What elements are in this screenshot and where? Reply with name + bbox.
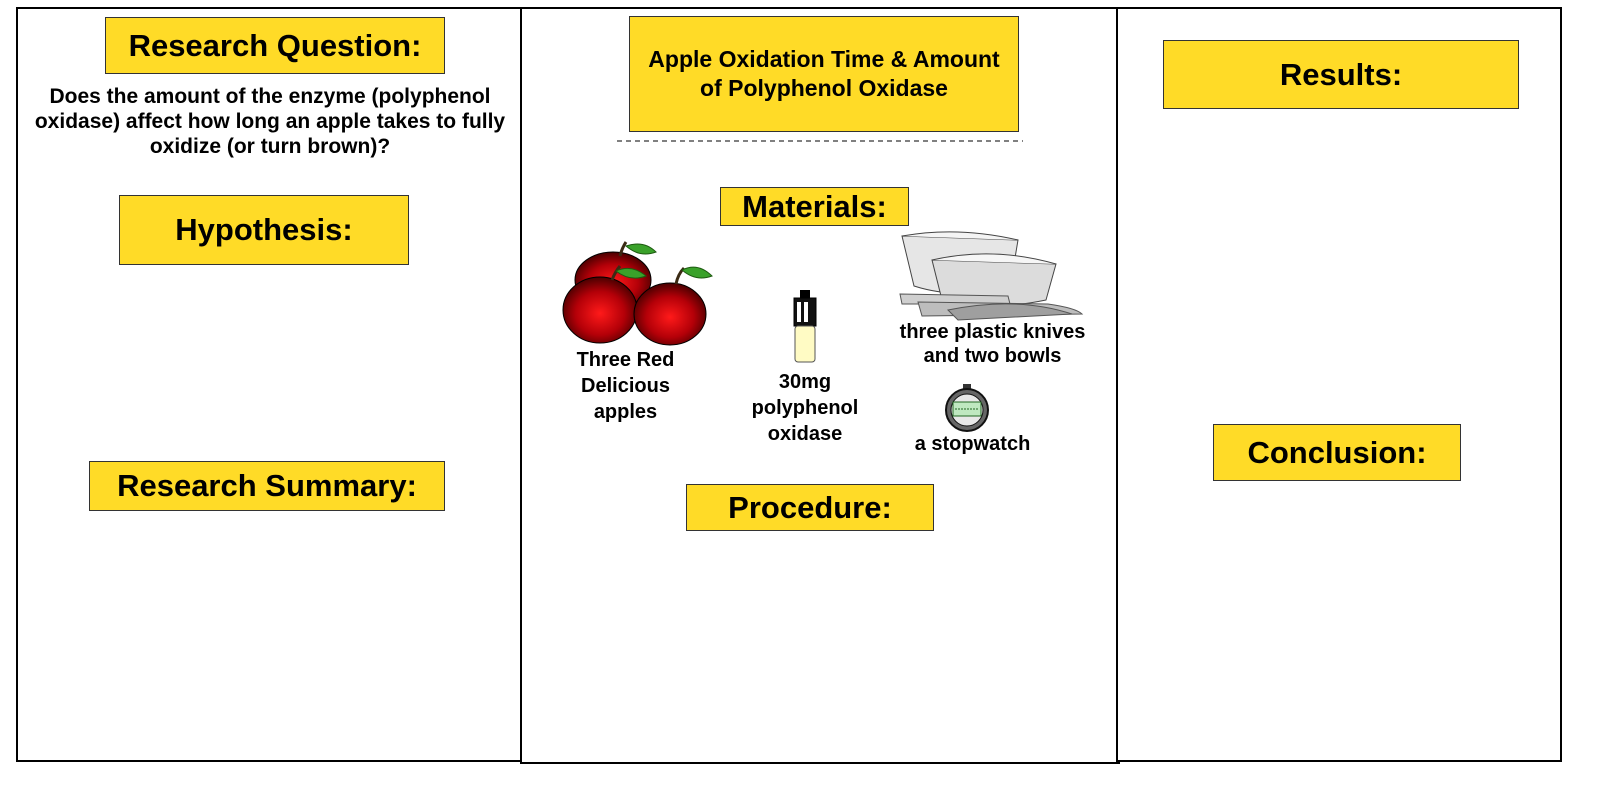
materials-heading: Materials:	[720, 187, 909, 226]
results-heading: Results:	[1163, 40, 1519, 109]
research-question-heading: Research Question:	[105, 17, 445, 74]
right-panel	[1116, 7, 1562, 762]
stopwatch-icon	[945, 384, 989, 432]
procedure-heading: Procedure:	[686, 484, 934, 531]
apples-label: Three Red Delicious apples	[576, 349, 675, 423]
vial-icon	[793, 290, 817, 363]
left-panel	[16, 7, 522, 762]
knives-bowls-label: three plastic knives and two bowls	[899, 321, 1086, 367]
enzyme-label: 30mg polyphenol oxidase	[751, 371, 859, 445]
title-dashed-underline	[617, 140, 1023, 142]
board-title: Apple Oxidation Time & Amount of Polyphe…	[629, 16, 1019, 132]
apples-illustration	[562, 241, 713, 346]
bowls-and-knives-illustration	[899, 231, 1084, 321]
conclusion-heading: Conclusion:	[1213, 424, 1461, 481]
stopwatch-label: a stopwatch	[914, 433, 1031, 455]
middle-panel	[520, 7, 1120, 764]
hypothesis-heading: Hypothesis:	[119, 195, 409, 265]
research-question-text: Does the amount of the enzyme (polypheno…	[34, 85, 506, 158]
research-summary-heading: Research Summary:	[89, 461, 445, 511]
